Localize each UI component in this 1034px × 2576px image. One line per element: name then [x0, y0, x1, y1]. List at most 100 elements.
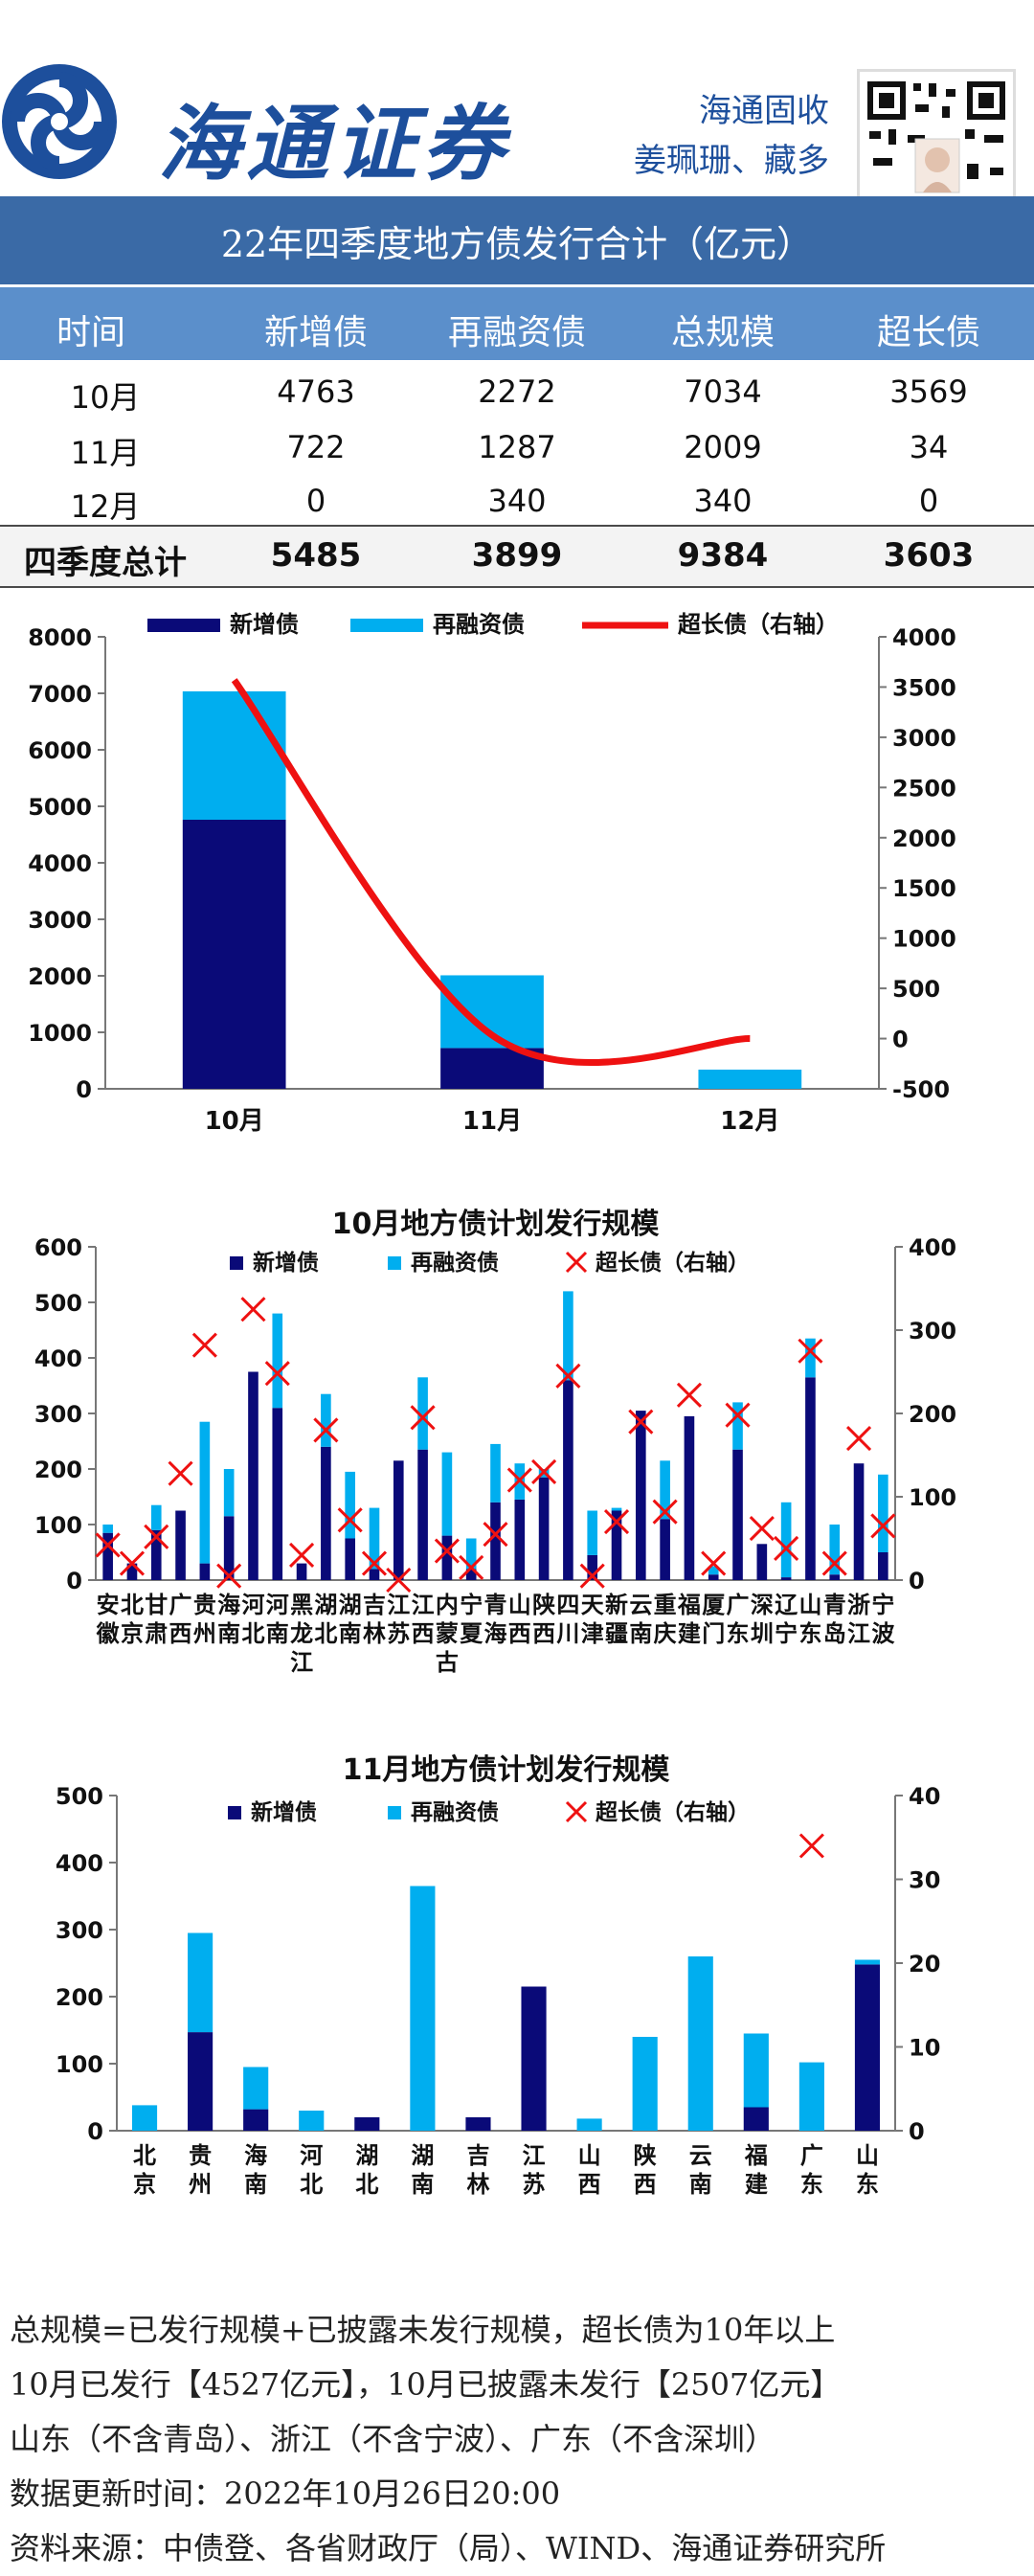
- y-tick-label: 4000: [28, 850, 92, 877]
- legend-swatch-ultra-long: [565, 1800, 588, 1823]
- marker-ultra-long: [579, 1563, 605, 1589]
- bar-refi-debt: [131, 2105, 158, 2131]
- bar-new-debt: [354, 2117, 380, 2131]
- bar-refi-debt: [698, 1069, 802, 1089]
- x-tick-label-char: 夏: [460, 1620, 483, 1647]
- y-tick-label: 0: [76, 1076, 92, 1103]
- y2-tick-label: 40: [909, 1783, 940, 1810]
- bar-refi-debt: [410, 1886, 436, 2131]
- x-tick-label-char: 天: [581, 1592, 604, 1618]
- table-cell: 4763: [277, 373, 355, 410]
- x-tick-label-char: 福: [677, 1592, 701, 1618]
- legend-label-refi-debt: 再融资债: [411, 1251, 499, 1276]
- marker-ultra-long: [144, 1524, 169, 1549]
- x-tick-label-char: 吉: [363, 1592, 386, 1618]
- bar-refi-debt: [490, 1443, 501, 1503]
- y2-tick-label: 100: [909, 1484, 956, 1511]
- legend-label-new-debt: 新增债: [230, 611, 299, 638]
- bar-new-debt: [243, 2109, 269, 2131]
- bar-new-debt: [708, 1574, 719, 1580]
- x-tick-label-char: 西: [532, 1620, 555, 1647]
- bar-new-debt: [465, 1569, 477, 1580]
- legend-swatch-new-debt: [147, 619, 220, 632]
- y2-tick-label: 1000: [892, 926, 956, 953]
- x-tick-label-char: 宁: [460, 1592, 483, 1618]
- table-cell: 5485: [270, 536, 362, 575]
- footnote: 资料来源：中债登、各省财政厅（局）、WIND、海通证券研究所: [10, 2530, 887, 2566]
- marker-ultra-long: [289, 1542, 315, 1568]
- x-tick-label-char: 河: [241, 1592, 264, 1618]
- y-tick-label: 3000: [28, 907, 92, 934]
- bar-refi-debt: [299, 2111, 325, 2131]
- table-title: 22年四季度地方债发行合计（亿元）: [0, 196, 1034, 284]
- x-tick-label-char: 京: [121, 1620, 144, 1647]
- table-cell: 2009: [684, 429, 762, 465]
- x-tick-label-char: 四: [556, 1592, 579, 1618]
- marker-ultra-long: [798, 1338, 823, 1364]
- x-tick-label-char: 安: [97, 1592, 120, 1618]
- table-cell: 3899: [471, 536, 563, 575]
- x-tick-label-char: 江: [847, 1620, 870, 1647]
- bar-new-debt: [732, 1449, 743, 1580]
- x-tick-label-char: 河: [300, 2142, 323, 2169]
- bar-new-debt: [182, 819, 286, 1089]
- team-name: 海通固收: [699, 92, 829, 130]
- table-cell: 722: [286, 429, 346, 465]
- y2-tick-label: 400: [909, 1234, 956, 1261]
- x-tick-label-char: 西: [169, 1620, 192, 1647]
- legend-label-new-debt: 新增债: [253, 1250, 319, 1276]
- report-header: 海通证券 海通固收 姜珮珊、藏多: [0, 0, 1034, 247]
- x-tick-label-char: 山: [578, 2142, 601, 2169]
- marker-ultra-long: [603, 1509, 630, 1535]
- q4-issuance-chart: 0 1000 2000 3000 4000 5000 6000 7000 8000 -500 0 50…: [17, 599, 975, 1159]
- x-tick-label-char: 波: [871, 1620, 895, 1647]
- bar-refi-debt: [611, 1507, 622, 1511]
- bar-refi-debt: [272, 1313, 283, 1409]
- x-tick-label-char: 川: [556, 1620, 579, 1647]
- x-tick-label-char: 北: [355, 2171, 378, 2198]
- marker-ultra-long: [774, 1535, 799, 1562]
- marker-ultra-long: [361, 1550, 388, 1576]
- y-tick-label: 0: [87, 2118, 103, 2145]
- y2-tick-label: 4000: [892, 624, 956, 651]
- y-tick-label: 6000: [28, 737, 92, 764]
- table-row: 12月 0 340 340 0: [0, 473, 1034, 529]
- marker-ultra-long: [798, 1833, 824, 1859]
- x-tick-label: 10月: [205, 1107, 264, 1136]
- table-cell: 12月: [70, 488, 141, 525]
- bar-new-debt: [321, 1446, 331, 1580]
- x-tick-label-char: 贵: [189, 2142, 212, 2169]
- bar-refi-debt: [223, 1469, 235, 1517]
- oct-plan-chart: 10月地方债计划发行规模 0 100 200 300 400 500 600 0 100 200 30…: [10, 1197, 972, 1714]
- bar-new-debt: [521, 1986, 547, 2131]
- table-cell: 10月: [70, 379, 141, 416]
- bar-new-debt: [490, 1502, 501, 1580]
- x-tick-label-char: 苏: [387, 1620, 410, 1647]
- x-tick-label-char: 甘: [145, 1592, 168, 1618]
- table-total-row: 四季度总计 5485 3899 9384 3603: [0, 525, 1034, 588]
- y2-tick-label: 300: [909, 1318, 956, 1344]
- marker-ultra-long: [386, 1567, 412, 1593]
- bar-new-debt: [538, 1477, 550, 1580]
- x-tick-label-char: 东: [856, 2171, 879, 2198]
- bar-new-debt: [126, 1563, 138, 1580]
- y2-tick-label: 200: [909, 1401, 956, 1428]
- x-tick-label-char: 云: [689, 2142, 712, 2169]
- x-tick-label-char: 浙: [847, 1592, 870, 1618]
- marker-ultra-long: [845, 1426, 872, 1452]
- table-header-row: 时间 新增债 再融资债 总规模 超长债: [0, 287, 1034, 360]
- y-tick-label: 200: [56, 1984, 103, 2011]
- x-tick-label-char: 深: [751, 1592, 774, 1618]
- bar-refi-debt: [632, 2037, 658, 2131]
- x-tick-label-char: 建: [678, 1620, 701, 1647]
- x-tick-label-char: 辽: [775, 1592, 798, 1618]
- bar-refi-debt: [321, 1393, 331, 1447]
- bar-refi-debt: [369, 1507, 380, 1570]
- bar-refi-debt: [708, 1566, 719, 1575]
- legend-swatch-refi-debt: [350, 619, 423, 632]
- bar-new-debt: [296, 1563, 307, 1580]
- x-tick-label-char: 津: [581, 1620, 604, 1647]
- column-header: 超长债: [876, 313, 980, 352]
- marker-ultra-long: [313, 1417, 339, 1443]
- bar-new-debt: [514, 1499, 526, 1580]
